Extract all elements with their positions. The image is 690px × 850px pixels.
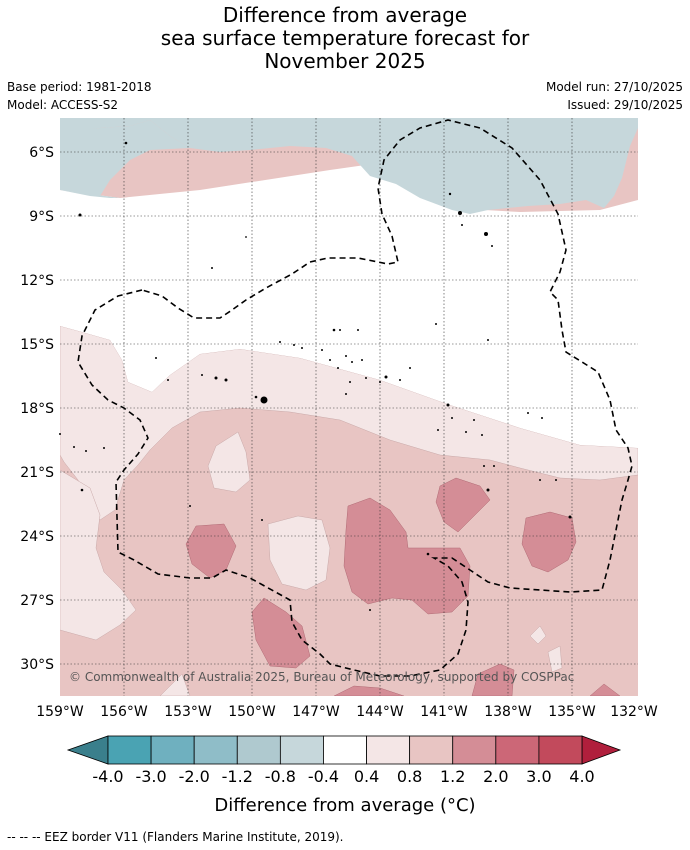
lon-tick-159w: 159°W — [36, 704, 84, 720]
colorbar-tick-label: -1.2 — [222, 767, 253, 786]
lat-tick-12s: 12°S — [20, 273, 54, 289]
colorbar-tick-label: -2.0 — [179, 767, 210, 786]
colorbar-tick-label: -0.8 — [265, 767, 296, 786]
anomaly-map — [60, 118, 638, 696]
anomaly-patch-1.2-2.0-h — [589, 683, 621, 696]
lon-tick-153w: 153°W — [164, 704, 212, 720]
colorbar-tick-label: -0.4 — [308, 767, 339, 786]
model-text: Model: ACCESS-S2 — [7, 98, 119, 112]
lon-tick-132w: 132°W — [610, 704, 658, 720]
anomaly-patch-0.4-0.8-c — [529, 625, 547, 645]
anomaly-patch-1.2-2.0-f — [471, 663, 515, 696]
anomaly-patch-0.4-0.8-d — [547, 645, 563, 673]
lon-tick-147w: 147°W — [292, 704, 340, 720]
colorbar-swatch — [107, 735, 152, 765]
colorbar-tick-label: 3.0 — [526, 767, 551, 786]
anomaly-patch-1.2-2.0-e — [251, 597, 311, 669]
lat-tick-27s: 27°S — [20, 593, 54, 609]
colorbar: -4.0 -3.0 -2.0 -1.2 -0.8 -0.4 0.4 0.8 1.2 2.0 3.0 4… — [66, 735, 622, 816]
title-line-2: sea surface temperature forecast for — [160, 26, 530, 50]
anomaly-band-0.4-0.8-west — [60, 469, 137, 641]
anomaly-patch-0.4-0.8-a — [207, 431, 251, 493]
colorbar-swatch — [279, 735, 324, 765]
islands — [59, 141, 572, 611]
map-title: Difference from average sea surface temp… — [0, 4, 690, 73]
lat-tick-24s: 24°S — [20, 529, 54, 545]
title-line-1: Difference from average — [222, 3, 468, 27]
colorbar-swatch — [323, 735, 367, 765]
colorbar-high-arrow — [581, 735, 622, 765]
colorbar-swatch — [409, 735, 454, 765]
colorbar-tick-label: -4.0 — [92, 767, 123, 786]
colorbar-swatch — [193, 735, 238, 765]
title-line-3: November 2025 — [264, 49, 426, 73]
lat-tick-15s: 15°S — [20, 337, 54, 353]
colorbar-tick-label: 1.2 — [440, 767, 465, 786]
lat-tick-18s: 18°S — [20, 401, 54, 417]
anomaly-band-neg-0.8-0.4-west — [60, 120, 190, 196]
eez-borders — [77, 119, 633, 677]
eez-border-french-polynesia — [77, 119, 633, 677]
colorbar-title: Difference from average (°C) — [214, 795, 475, 816]
anomaly-patch-1.2-2.0-c — [435, 477, 491, 533]
eez-footnote: -- -- -- EEZ border V11 (Flanders Marine… — [7, 830, 344, 844]
lon-tick-135w: 135°W — [548, 704, 596, 720]
anomaly-patch-1.2-2.0-g — [333, 685, 405, 696]
colorbar-swatch — [236, 735, 281, 765]
model-run-text: Model run: 27/10/2025 — [545, 80, 683, 94]
copyright-notice: © Commonwealth of Australia 2025, Bureau… — [69, 670, 574, 684]
colorbar-tick-label: -3.0 — [135, 767, 166, 786]
lon-tick-141w: 141°W — [420, 704, 468, 720]
issued-text: Issued: 29/10/2025 — [567, 98, 683, 112]
lat-tick-30s: 30°S — [20, 657, 54, 673]
colorbar-swatch — [495, 735, 540, 765]
lat-axis: 6°S 9°S 12°S 15°S 18°S 21°S 24°S 27°S 30… — [20, 145, 54, 673]
colorbar-swatch — [150, 735, 195, 765]
lon-tick-150w: 150°W — [228, 704, 276, 720]
lon-tick-156w: 156°W — [100, 704, 148, 720]
colorbar-swatch — [538, 735, 583, 765]
base-period-text: Base period: 1981-2018 — [7, 80, 152, 94]
colorbar-tick-label: 2.0 — [483, 767, 508, 786]
lat-tick-21s: 21°S — [20, 465, 54, 481]
anomaly-patch-1.2-2.0-d — [521, 511, 577, 573]
lat-tick-6s: 6°S — [29, 145, 54, 161]
colorbar-tick-label: 0.8 — [397, 767, 422, 786]
colorbar-tick-label: 4.0 — [569, 767, 594, 786]
meta-right: Model run: 27/10/2025 Issued: 29/10/2025 — [546, 78, 683, 114]
colorbar-tick-label: 0.4 — [354, 767, 379, 786]
lon-axis: 159°W 156°W 153°W 150°W 147°W 144°W 141°… — [36, 704, 658, 720]
meta-left: Base period: 1981-2018 Model: ACCESS-S2 — [7, 78, 152, 114]
anomaly-band-neutral — [60, 160, 638, 448]
colorbar-swatch — [366, 735, 411, 765]
colorbar-swatch — [452, 735, 497, 765]
lon-tick-138w: 138°W — [484, 704, 532, 720]
colorbar-low-arrow — [66, 735, 109, 765]
anomaly-patch-0.4-0.8-b — [267, 515, 331, 591]
lat-tick-9s: 9°S — [29, 209, 54, 225]
anomaly-patch-0.4-0.8-e — [159, 673, 191, 696]
anomaly-patch-1.2-2.0-b — [343, 497, 471, 615]
lon-tick-144w: 144°W — [356, 704, 404, 720]
anomaly-band-neg-0.8-0.4 — [60, 118, 638, 214]
